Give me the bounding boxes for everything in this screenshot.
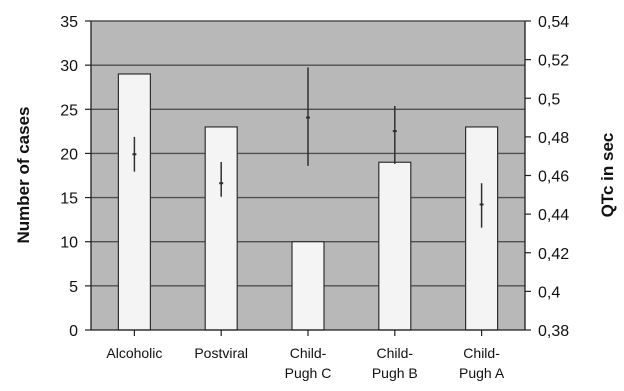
x-axis-tick-label: Alcoholic — [106, 345, 162, 361]
left-axis-tick-label: 20 — [60, 146, 78, 163]
bar-3 — [378, 161, 412, 331]
error-bars — [132, 67, 484, 228]
right-axis-tick-label: 0,4 — [538, 284, 560, 301]
right-axis-tick-label: 0,44 — [538, 207, 569, 224]
bar-4 — [465, 126, 499, 331]
left-axis-tick-label: 30 — [60, 58, 78, 75]
x-axis-tick-label: Child- — [290, 345, 327, 361]
right-axis-tick-label: 0,5 — [538, 91, 560, 108]
x-axis-tick-label: Postviral — [194, 345, 248, 361]
left-axis-tick-label: 10 — [60, 235, 78, 252]
right-axis-tick-label: 0,52 — [538, 53, 569, 70]
right-axis-tick-label: 0,46 — [538, 169, 569, 186]
right-axis-title: QTc in sec — [598, 133, 617, 218]
x-axis-tick-label: Pugh B — [372, 365, 418, 381]
x-axis-tick-label: Child- — [377, 345, 414, 361]
x-axis-tick-label: Child- — [463, 345, 500, 361]
tick-labels: 0 5 10 15 20 25 30 35 0,38 0,4 0,42 0,44 0,46 0,48 0,5… — [60, 14, 569, 381]
left-axis-tick-label: 0 — [69, 323, 78, 340]
left-axis-tick-label: 25 — [60, 102, 78, 119]
x-axis-tick-label: Pugh A — [459, 365, 505, 381]
right-axis-tick-label: 0,54 — [538, 14, 569, 31]
left-axis-tick-label: 15 — [60, 191, 78, 208]
right-axis-tick-label: 0,42 — [538, 246, 569, 263]
bar-2 — [291, 241, 325, 331]
axes — [85, 20, 531, 336]
x-axis-tick-label: Pugh C — [285, 365, 332, 381]
right-axis-tick-label: 0,48 — [538, 130, 569, 147]
bar-0 — [117, 73, 152, 331]
left-axis-tick-label: 5 — [69, 279, 78, 296]
right-axis-tick-label: 0,38 — [538, 323, 569, 340]
left-axis-title: Number of cases — [14, 107, 33, 244]
left-axis-tick-label: 35 — [60, 14, 78, 31]
bar-1 — [204, 126, 238, 331]
